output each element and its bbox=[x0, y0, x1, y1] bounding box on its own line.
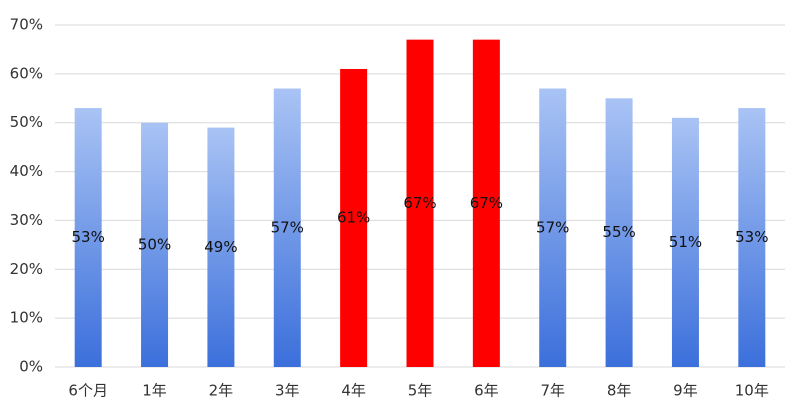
x-tick-label: 3年 bbox=[275, 382, 300, 400]
y-tick-label: 60% bbox=[10, 64, 43, 82]
x-tick-label: 8年 bbox=[607, 382, 632, 400]
bar bbox=[340, 68, 368, 367]
value-label: 51% bbox=[669, 233, 702, 251]
x-tick-label: 6年 bbox=[474, 382, 499, 400]
value-label: 53% bbox=[735, 228, 768, 246]
y-tick-label: 50% bbox=[10, 113, 43, 131]
bar bbox=[738, 108, 766, 368]
x-tick-label: 10年 bbox=[735, 382, 769, 400]
y-tick-label: 30% bbox=[10, 211, 43, 229]
bar bbox=[539, 88, 567, 367]
bar bbox=[406, 39, 434, 368]
y-tick-label: 70% bbox=[10, 16, 43, 34]
value-label: 49% bbox=[204, 238, 237, 256]
y-tick-label: 40% bbox=[10, 162, 43, 180]
x-tick-label: 2年 bbox=[209, 382, 234, 400]
bar bbox=[605, 98, 633, 368]
value-label: 67% bbox=[470, 194, 503, 212]
x-tick-label: 9年 bbox=[673, 382, 698, 400]
value-label: 57% bbox=[271, 218, 304, 236]
value-label: 57% bbox=[536, 218, 569, 236]
bar bbox=[74, 108, 102, 368]
value-label: 55% bbox=[602, 223, 635, 241]
y-tick-label: 20% bbox=[10, 260, 43, 278]
x-tick-label: 1年 bbox=[142, 382, 167, 400]
x-tick-label: 4年 bbox=[341, 382, 366, 400]
value-label: 53% bbox=[72, 228, 105, 246]
bar bbox=[671, 117, 699, 367]
bar bbox=[472, 39, 500, 368]
x-tick-label: 5年 bbox=[408, 382, 433, 400]
bar bbox=[141, 122, 169, 367]
value-label: 50% bbox=[138, 235, 171, 253]
y-tick-label: 10% bbox=[10, 309, 43, 327]
y-tick-label: 0% bbox=[19, 358, 43, 376]
bar bbox=[273, 88, 301, 367]
bar bbox=[207, 127, 235, 367]
x-tick-label: 6个月 bbox=[68, 382, 108, 400]
x-tick-label: 7年 bbox=[540, 382, 565, 400]
value-label: 67% bbox=[403, 194, 436, 212]
value-label: 61% bbox=[337, 208, 370, 226]
